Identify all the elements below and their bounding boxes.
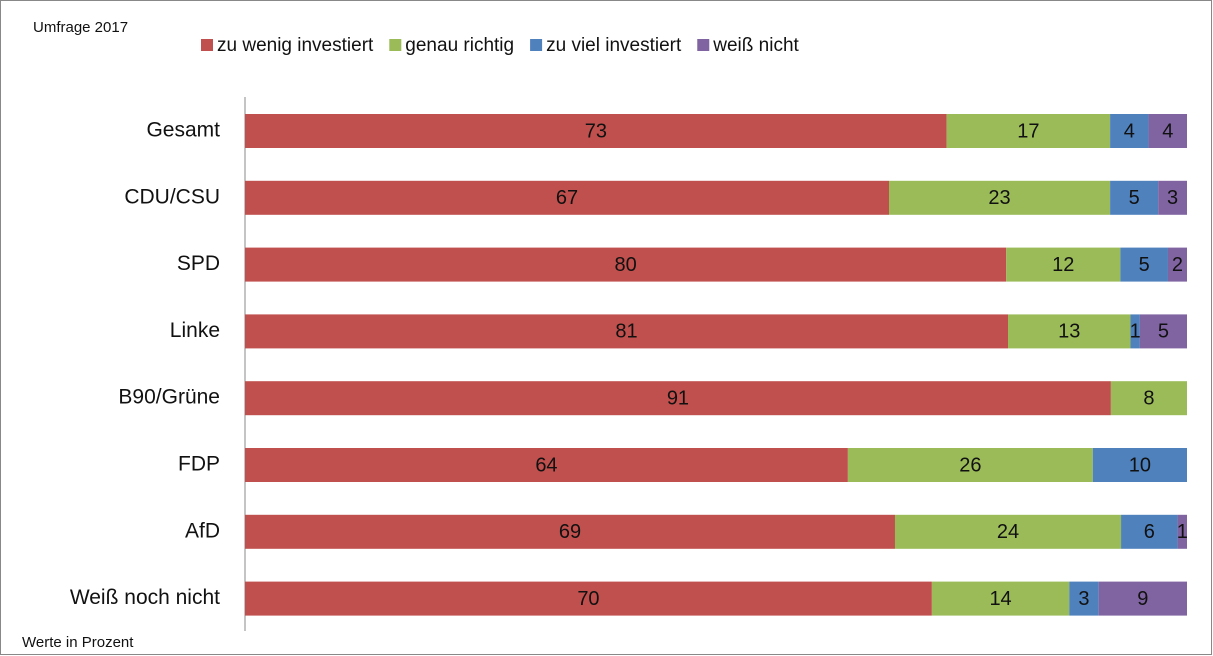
legend-label: genau richtig	[405, 35, 514, 56]
bar-segment	[1110, 180, 1159, 215]
bar-segment	[245, 381, 1111, 416]
bar-segment	[931, 581, 1070, 616]
category-label: Gesamt	[146, 119, 220, 142]
data-label: 70	[577, 588, 599, 610]
bar-segment	[1092, 448, 1187, 482]
data-label: 91	[667, 387, 689, 409]
data-label: 14	[989, 588, 1011, 610]
data-label: 13	[1058, 321, 1080, 343]
bar-segment	[847, 448, 1093, 482]
data-label: 24	[997, 521, 1019, 543]
legend-swatch	[530, 39, 543, 51]
data-label: 5	[1129, 187, 1140, 209]
bar-segment	[1139, 314, 1187, 349]
bar-segment	[889, 180, 1111, 215]
legend-label: zu wenig investiert	[217, 35, 374, 56]
chart-title: Umfrage 2017	[33, 19, 128, 36]
bar-segment	[1098, 581, 1187, 616]
data-label: 26	[959, 454, 981, 476]
bar-segment	[1148, 114, 1187, 148]
bar-segment	[946, 114, 1111, 148]
data-label: 1	[1177, 521, 1188, 543]
category-label: Weiß noch nicht	[70, 586, 220, 609]
bar-segment	[1008, 314, 1131, 349]
data-label: 6	[1144, 521, 1155, 543]
legend-label: weiß nicht	[712, 35, 799, 56]
bar-segment	[245, 448, 848, 482]
legend-swatch	[201, 39, 213, 51]
category-label: FDP	[178, 453, 220, 476]
bar-segment	[1158, 180, 1187, 215]
category-label: SPD	[177, 252, 220, 275]
data-label: 4	[1124, 120, 1135, 142]
bar-segment	[1120, 247, 1168, 282]
data-label: 69	[559, 521, 581, 543]
data-label: 73	[585, 120, 607, 142]
bar-segment	[245, 114, 947, 148]
category-label: AfD	[185, 519, 220, 542]
data-label: 67	[556, 187, 578, 209]
data-label: 3	[1078, 588, 1089, 610]
data-label: 17	[1017, 120, 1039, 142]
data-label: 81	[615, 321, 637, 343]
bar-segment	[1069, 581, 1099, 616]
data-label: 5	[1139, 254, 1150, 276]
bar-segment	[1110, 114, 1149, 148]
bar-segment	[245, 247, 1007, 282]
data-label: 10	[1129, 454, 1151, 476]
data-label: 1	[1130, 321, 1141, 343]
data-label: 5	[1158, 321, 1169, 343]
bar-segment	[894, 514, 1122, 549]
data-label: 3	[1167, 187, 1178, 209]
category-label: B90/Grüne	[118, 386, 220, 409]
bar-segment	[245, 581, 932, 616]
data-label: 12	[1052, 254, 1074, 276]
legend-swatch	[389, 39, 402, 51]
legend-swatch	[697, 39, 710, 51]
bar-segment	[1121, 514, 1178, 549]
data-label: 2	[1172, 254, 1183, 276]
bar-segment	[1167, 247, 1187, 282]
data-label: 80	[614, 254, 636, 276]
category-label: CDU/CSU	[124, 185, 220, 208]
bar-segment	[245, 180, 890, 215]
bar-segment	[1110, 381, 1187, 416]
legend-label: zu viel investiert	[546, 35, 682, 56]
footnote: Werte in Prozent	[22, 634, 134, 651]
bar-segment	[1006, 247, 1121, 282]
data-label: 8	[1143, 387, 1154, 409]
bar-segment	[1130, 314, 1140, 349]
bar-segment	[245, 314, 1009, 349]
bar-segment	[1177, 514, 1187, 549]
category-label: Linke	[170, 319, 220, 342]
data-label: 23	[988, 187, 1010, 209]
data-label: 64	[535, 454, 557, 476]
data-label: 9	[1137, 588, 1148, 610]
bar-segment	[245, 514, 895, 549]
data-label: 4	[1162, 120, 1173, 142]
